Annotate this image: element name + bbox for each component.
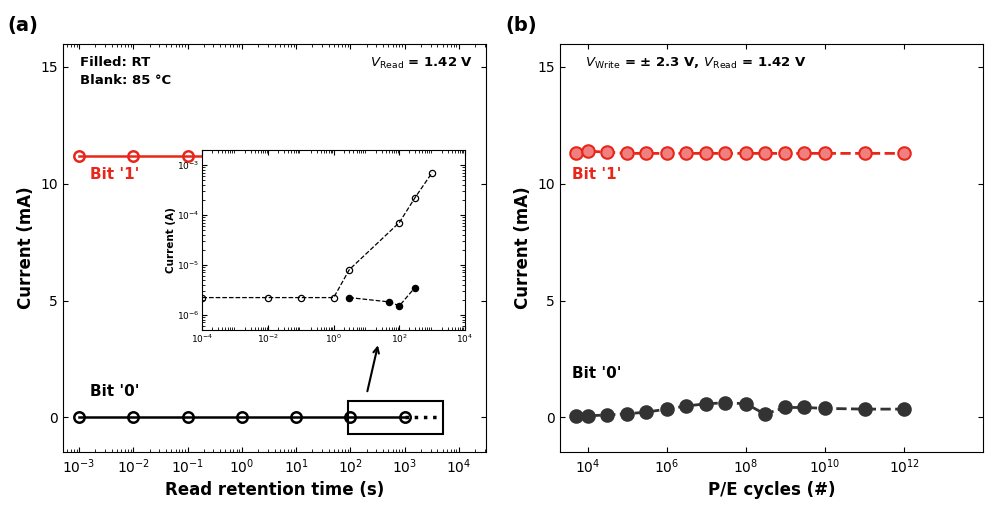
Y-axis label: Current (mA): Current (mA) xyxy=(514,187,532,309)
Text: Filled: RT
Blank: 85 °C: Filled: RT Blank: 85 °C xyxy=(80,56,171,87)
Text: $\it{V}$$_{\rm{Write}}$ = ± 2.3 V, $\it{V}$$_{\rm{Read}}$ = 1.42 V: $\it{V}$$_{\rm{Write}}$ = ± 2.3 V, $\it{… xyxy=(585,56,807,71)
Text: Bit '0': Bit '0' xyxy=(90,384,140,399)
Text: $\it{V}$$_{\rm{Read}}$ = 1.42 V: $\it{V}$$_{\rm{Read}}$ = 1.42 V xyxy=(370,56,473,71)
Text: Bit '1': Bit '1' xyxy=(90,167,139,182)
X-axis label: P/E cycles (#): P/E cycles (#) xyxy=(708,481,835,499)
Text: Bit '1': Bit '1' xyxy=(572,167,621,182)
Bar xyxy=(348,401,443,433)
Text: Bit '0': Bit '0' xyxy=(572,365,621,381)
X-axis label: Read retention time (s): Read retention time (s) xyxy=(165,481,384,499)
Y-axis label: Current (mA): Current (mA) xyxy=(17,187,35,309)
Text: (b): (b) xyxy=(505,17,537,36)
Text: (a): (a) xyxy=(8,17,39,36)
